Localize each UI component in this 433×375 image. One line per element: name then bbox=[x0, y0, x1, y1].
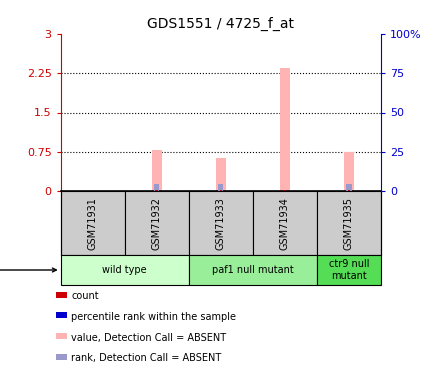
Text: value, Detection Call = ABSENT: value, Detection Call = ABSENT bbox=[71, 333, 226, 342]
Text: rank, Detection Call = ABSENT: rank, Detection Call = ABSENT bbox=[71, 353, 222, 363]
Bar bbox=[253, 191, 317, 255]
Text: genotype/variation: genotype/variation bbox=[0, 265, 56, 275]
Bar bbox=[61, 191, 125, 255]
Title: GDS1551 / 4725_f_at: GDS1551 / 4725_f_at bbox=[147, 17, 294, 32]
Bar bbox=[154, 184, 159, 191]
Text: GSM71934: GSM71934 bbox=[280, 196, 290, 250]
Text: GSM71935: GSM71935 bbox=[344, 196, 354, 250]
Bar bbox=[317, 255, 381, 285]
Text: paf1 null mutant: paf1 null mutant bbox=[212, 265, 294, 275]
Bar bbox=[348, 190, 350, 191]
Text: count: count bbox=[71, 291, 99, 301]
Bar bbox=[61, 255, 189, 285]
Bar bbox=[317, 191, 381, 255]
Bar bbox=[220, 190, 222, 191]
Text: GSM71932: GSM71932 bbox=[152, 196, 162, 250]
Bar bbox=[189, 191, 253, 255]
Bar bbox=[216, 158, 226, 191]
Bar bbox=[280, 68, 290, 191]
Text: percentile rank within the sample: percentile rank within the sample bbox=[71, 312, 236, 322]
Bar bbox=[218, 184, 223, 191]
Bar bbox=[346, 184, 352, 191]
Bar bbox=[344, 152, 354, 191]
Bar bbox=[125, 191, 189, 255]
Text: ctr9 null
mutant: ctr9 null mutant bbox=[329, 259, 369, 281]
Bar bbox=[189, 255, 317, 285]
Bar bbox=[152, 150, 162, 191]
Bar bbox=[284, 190, 286, 191]
Text: GSM71933: GSM71933 bbox=[216, 196, 226, 250]
Text: wild type: wild type bbox=[102, 265, 147, 275]
Bar bbox=[155, 190, 158, 191]
Text: GSM71931: GSM71931 bbox=[87, 196, 98, 250]
